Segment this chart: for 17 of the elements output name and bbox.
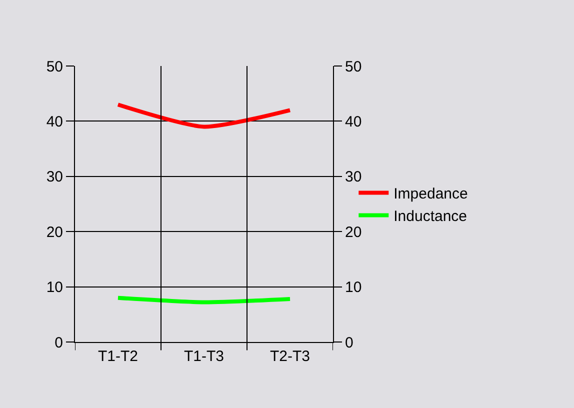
x-tick-label: T2-T3 xyxy=(270,348,310,365)
y-tick-label: 30 xyxy=(46,168,63,186)
x-tick-label: T1-T3 xyxy=(184,348,224,365)
y-tick-label: 40 xyxy=(46,113,63,130)
y-tick-label: 10 xyxy=(46,279,63,296)
y2-tick-label: 0 xyxy=(345,334,354,352)
y-tick-label: 50 xyxy=(46,58,63,76)
legend-label: Inductance xyxy=(394,208,468,226)
y2-tick-label: 10 xyxy=(345,279,362,296)
y2-tick-label: 30 xyxy=(345,168,362,186)
y2-tick-label: 20 xyxy=(345,224,362,241)
legend-label: Impedance xyxy=(394,186,468,203)
y-tick-label: 0 xyxy=(54,334,63,352)
y-tick-label: 20 xyxy=(46,224,63,241)
y2-tick-label: 50 xyxy=(345,58,362,76)
x-tick-label: T1-T2 xyxy=(98,348,138,365)
y2-tick-label: 40 xyxy=(345,113,362,130)
